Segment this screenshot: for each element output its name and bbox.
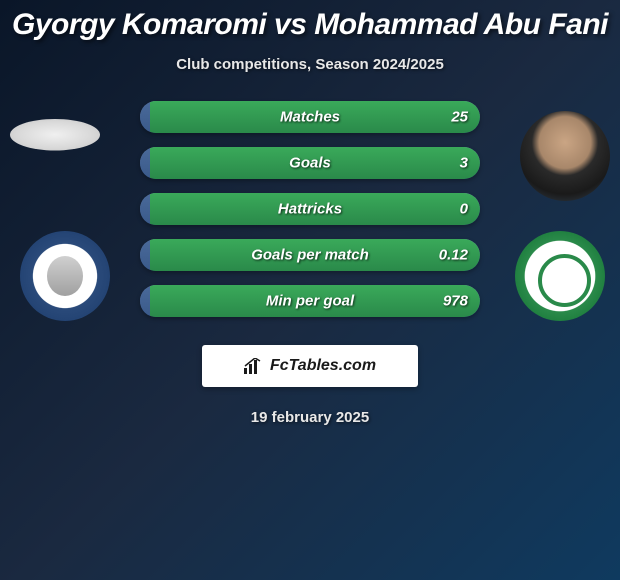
player-photo-right [520, 111, 610, 201]
brand-box[interactable]: FcTables.com [202, 345, 418, 387]
stat-label: Goals [140, 155, 480, 172]
brand-chart-icon [244, 358, 264, 374]
stat-bar-row: Min per goal978 [140, 285, 480, 317]
stat-bar-row: Hattricks0 [140, 193, 480, 225]
stat-label: Hattricks [140, 201, 480, 218]
stat-value-right: 0 [460, 201, 468, 218]
stat-bars: Matches25 Goals3 Hattricks0 Goals per match… [140, 101, 480, 331]
subtitle: Club competitions, Season 2024/2025 [0, 56, 620, 73]
comparison-card: Gyorgy Komaromi vs Mohammad Abu Fani Clu… [0, 0, 620, 580]
brand-label: FcTables.com [270, 357, 376, 375]
club-crest-icon [20, 231, 110, 321]
stat-bar-row: Goals per match0.12 [140, 239, 480, 271]
stat-bar-row: Matches25 [140, 101, 480, 133]
stat-label: Goals per match [140, 247, 480, 264]
stat-value-right: 0.12 [439, 247, 468, 264]
stat-label: Min per goal [140, 293, 480, 310]
club-badge-left [20, 231, 110, 321]
date-label: 19 february 2025 [0, 409, 620, 426]
stats-area: Matches25 Goals3 Hattricks0 Goals per match… [0, 101, 620, 331]
stat-value-right: 978 [443, 293, 468, 310]
player-photo-left [10, 111, 100, 201]
stat-bar-row: Goals3 [140, 147, 480, 179]
club-crest-icon [515, 231, 605, 321]
avatar-placeholder [10, 119, 100, 151]
stat-label: Matches [140, 109, 480, 126]
stat-value-right: 3 [460, 155, 468, 172]
stat-value-right: 25 [451, 109, 468, 126]
avatar-placeholder [520, 111, 610, 201]
page-title: Gyorgy Komaromi vs Mohammad Abu Fani [0, 0, 620, 42]
club-badge-right [515, 231, 605, 321]
